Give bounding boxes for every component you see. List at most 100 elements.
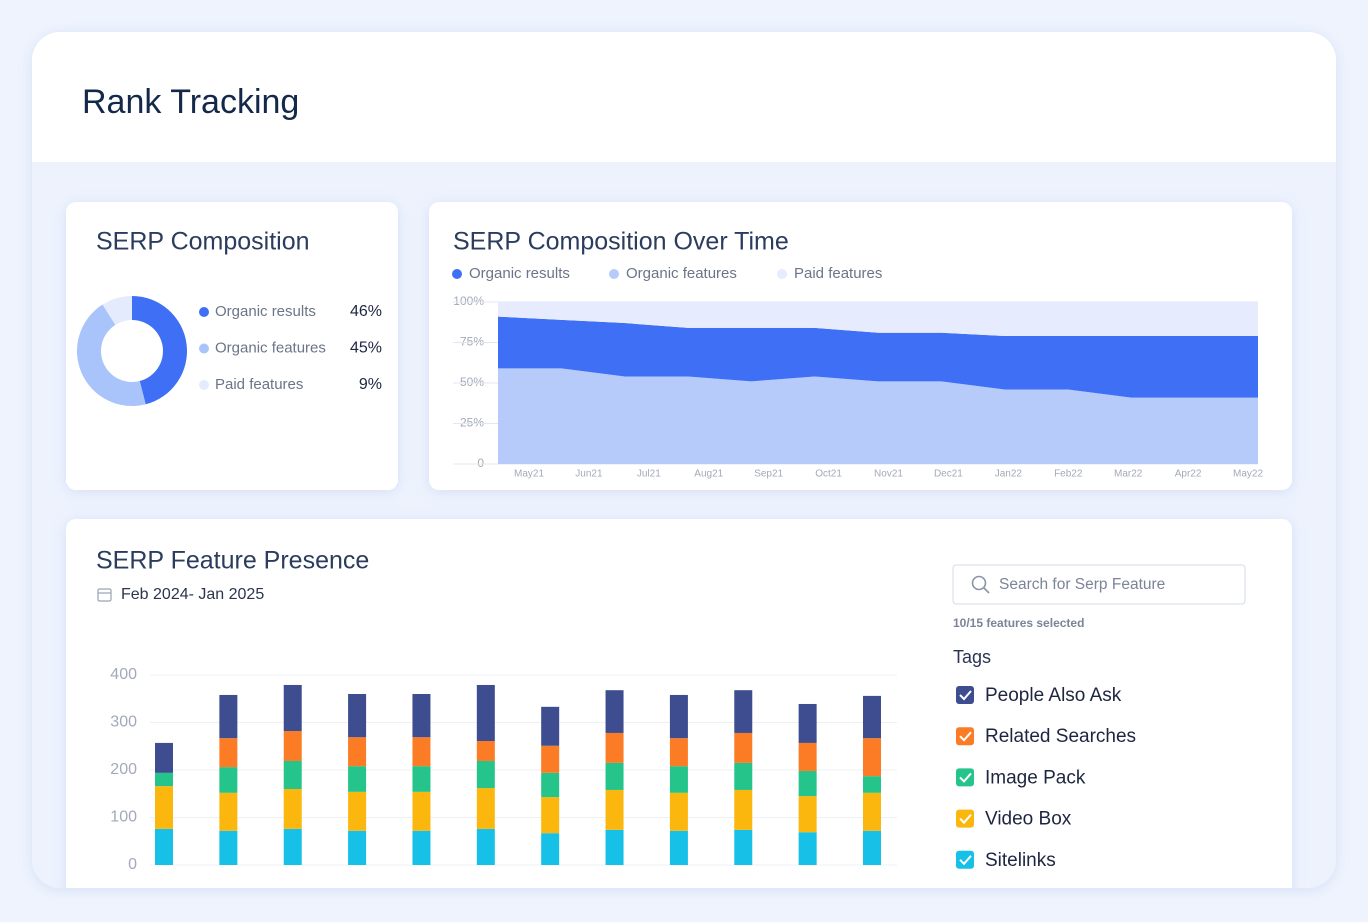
legend-dot (609, 269, 619, 279)
bar-segment (541, 706, 560, 746)
bar-segment (863, 830, 881, 865)
y-tick-label: 100% (453, 294, 484, 308)
bar-segment (605, 762, 624, 790)
selection-status: 10/15 features selected (953, 616, 1084, 630)
bar-segment (669, 766, 688, 793)
y-tick-label: 25% (460, 416, 484, 430)
checkmark (959, 690, 972, 701)
checkbox[interactable] (956, 809, 974, 828)
y-tick-label: 200 (110, 761, 137, 778)
checkmark (959, 772, 972, 783)
bar-segment (798, 742, 817, 771)
bar-segment (734, 732, 753, 763)
bar-segment (863, 695, 881, 739)
bar-segment (283, 760, 302, 789)
checkbox[interactable] (956, 850, 974, 869)
checkbox[interactable] (956, 686, 974, 704)
bar-segment (669, 830, 688, 865)
bar-segment (541, 833, 560, 865)
x-tick-label: Apr22 (1175, 469, 1202, 480)
bar-segment (541, 797, 560, 834)
bar-segment (798, 796, 817, 833)
search-box[interactable] (952, 564, 1246, 605)
card (66, 202, 398, 490)
legend-label: Organic results (215, 303, 316, 320)
bar-segment (605, 690, 624, 733)
tag-label: Related Searches (985, 726, 1136, 747)
bar-segment (669, 738, 688, 767)
bar-segment (669, 792, 688, 831)
bar-segment (348, 830, 367, 865)
bar-segment (476, 741, 495, 761)
x-tick-label: Oct21 (815, 469, 842, 480)
bar-segment (219, 738, 238, 768)
bar-segment (155, 772, 173, 787)
bar-segment (734, 829, 753, 865)
bar-segment (734, 789, 753, 830)
y-tick-label: 400 (110, 666, 137, 683)
bar-segment (348, 766, 367, 792)
x-tick-label: Aug21 (694, 469, 723, 480)
legend-dot (199, 343, 209, 354)
bar-segment (541, 745, 560, 773)
bar-segment (798, 770, 817, 797)
card-title: SERP Composition (96, 228, 310, 256)
x-tick-label: Jul21 (637, 469, 661, 480)
bar-segment (863, 792, 881, 831)
bar-segment (283, 789, 302, 829)
tag-label: Image Pack (985, 767, 1086, 788)
tags-title: Tags (953, 647, 991, 667)
legend-value: 45% (350, 340, 382, 357)
x-tick-label: May21 (514, 469, 544, 480)
checkbox[interactable] (956, 768, 974, 787)
card-title: SERP Composition Over Time (453, 228, 789, 256)
bar-segment (155, 828, 173, 865)
area (498, 368, 1258, 464)
y-tick-label: 50% (460, 375, 484, 389)
x-tick-label: Jun21 (575, 469, 603, 480)
legend-label: Organic features (626, 265, 737, 282)
bar-segment (348, 737, 367, 767)
search-placeholder: Search for Serp Feature (999, 576, 1165, 593)
bar-segment (219, 767, 238, 793)
bar-segment (283, 684, 302, 732)
bar-segment (219, 694, 238, 739)
bar-segment (734, 762, 753, 790)
legend-dot (199, 307, 209, 317)
bar-segment (283, 731, 302, 761)
bar-segment (476, 828, 495, 865)
bar-segment (669, 694, 688, 739)
calendar-icon (97, 588, 112, 602)
date-range: Feb 2024- Jan 2025 (121, 586, 264, 603)
bar-segment (412, 791, 431, 831)
legend-label: Paid features (215, 376, 303, 393)
legend-label: Paid features (794, 265, 882, 282)
bar-segment (412, 766, 431, 792)
card-title: SERP Feature Presence (96, 547, 369, 575)
header-bar (32, 32, 1336, 162)
bar-segment (155, 786, 173, 829)
bar-segment (155, 742, 173, 773)
donut-slice (102, 295, 132, 325)
bar-segment (348, 694, 367, 738)
area (498, 316, 1258, 398)
bar-segment (476, 684, 495, 742)
checkbox[interactable] (956, 727, 974, 746)
checkmark (959, 813, 972, 825)
x-tick-label: Nov21 (874, 469, 903, 480)
y-tick-label: 0 (477, 456, 484, 470)
bar-segment (412, 830, 431, 865)
bar-segment (412, 694, 431, 738)
legend-label: Organic features (215, 339, 326, 356)
page-title: Rank Tracking (82, 83, 299, 121)
bar-segment (863, 776, 881, 793)
legend-dot (452, 269, 462, 279)
bar-segment (283, 828, 302, 865)
bar-segment (348, 791, 367, 831)
x-tick-label: Mar22 (1114, 469, 1143, 480)
y-tick-label: 75% (460, 335, 484, 349)
y-tick-label: 100 (110, 809, 137, 826)
bar-segment (734, 690, 753, 733)
